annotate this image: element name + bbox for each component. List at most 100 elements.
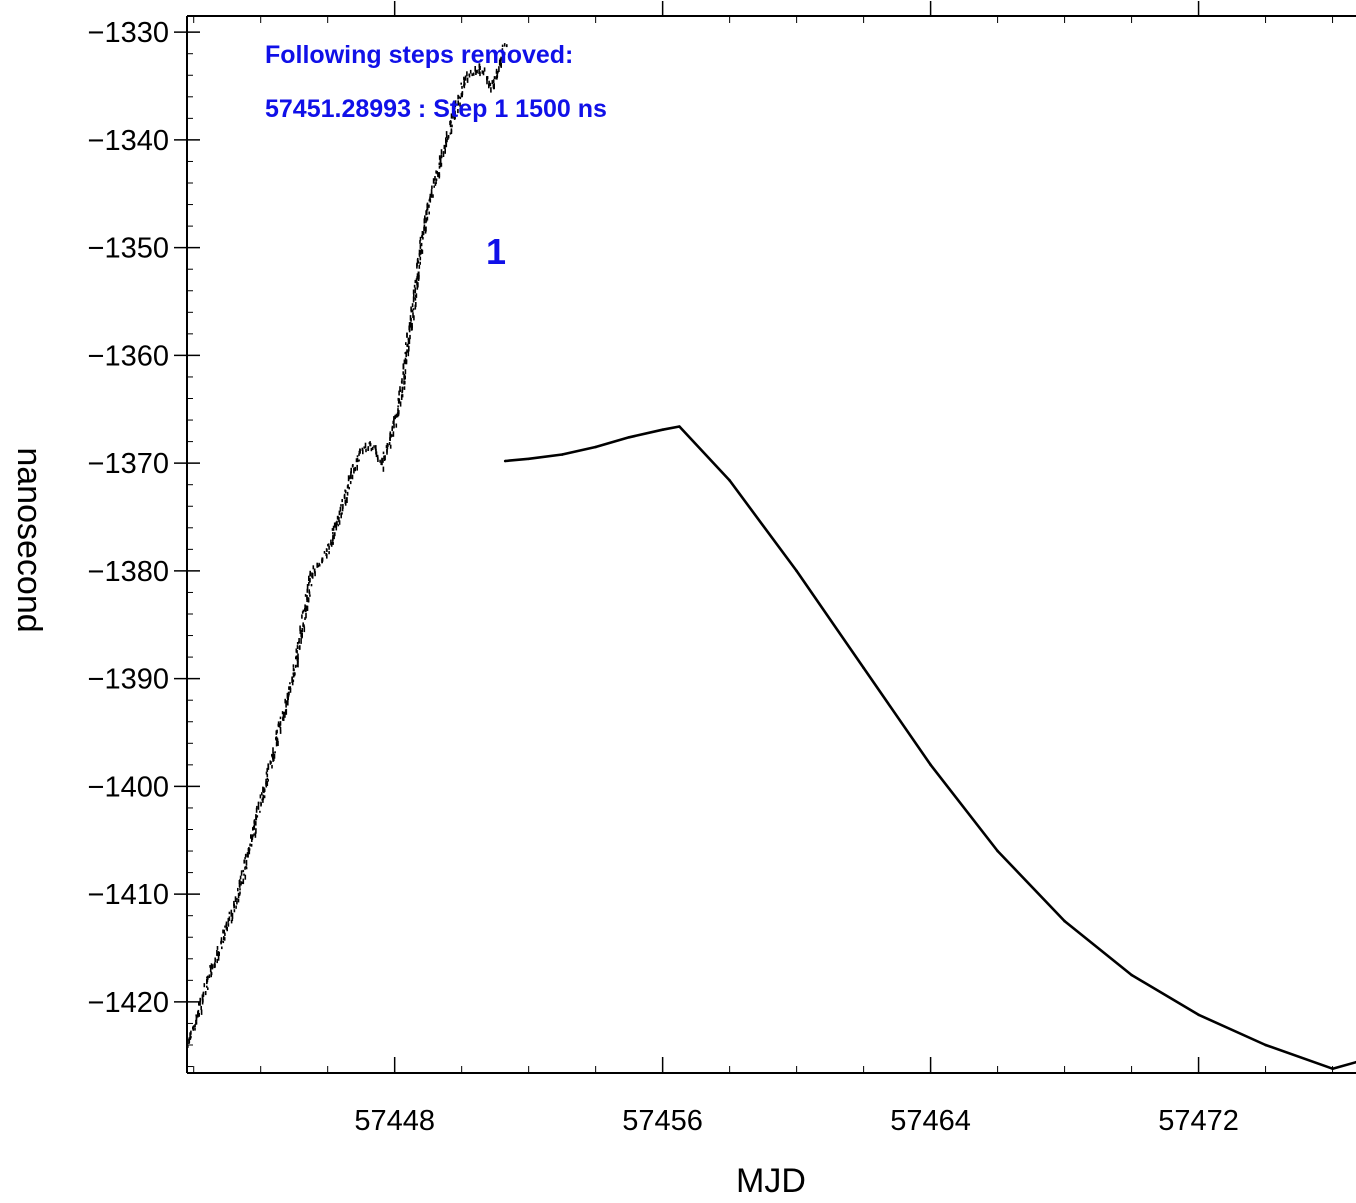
data-point [318,562,320,566]
data-point [306,584,309,590]
data-point [440,149,443,154]
data-point [446,139,448,143]
data-point [387,443,389,447]
data-point [239,875,242,880]
data-point [207,976,209,980]
data-point [454,106,456,110]
data-point [306,595,308,600]
data-point [418,271,420,278]
data-point [389,437,391,441]
data-point [393,424,395,429]
data-point [253,820,256,826]
data-point [466,77,469,83]
data-point [227,917,230,923]
data-point [285,700,288,703]
data-point [272,752,275,757]
x-tick-label: 57448 [354,1105,435,1137]
data-point [392,431,395,437]
data-point [418,264,421,269]
data-point [454,100,457,105]
data-point [199,1001,201,1006]
data-point [259,810,261,813]
data-point [341,512,343,515]
data-point [393,416,395,421]
data-point [339,506,342,512]
data-point [271,764,273,769]
data-point [294,664,297,668]
data-point [216,950,218,956]
data-point [415,294,417,297]
data-point [338,520,341,525]
data-point [277,721,280,728]
data-point [491,80,494,85]
data-point [397,405,399,408]
data-point [350,467,352,474]
data-point [343,493,346,500]
data-point [457,100,459,106]
data-point [279,729,282,734]
data-point [445,134,448,138]
data-point [489,82,492,87]
data-point [375,451,378,457]
data-point [395,423,398,428]
data-point [388,442,391,446]
data-point [469,69,472,74]
data-point [222,941,225,944]
data-point [424,215,426,219]
data-point [420,248,423,253]
data-point [223,937,226,941]
data-point [498,66,500,72]
data-point [209,966,212,973]
data-point [228,916,231,921]
data-point [292,664,295,668]
data-point [335,521,338,528]
data-point [239,879,241,882]
data-point [500,56,502,61]
data-point [408,345,410,352]
data-point [479,66,481,71]
data-point [281,711,284,715]
data-point [415,278,418,284]
data-point [188,1037,191,1044]
data-point [419,244,422,249]
data-point [422,231,425,236]
data-point [308,582,310,586]
data-point [382,466,385,472]
data-point [225,924,228,930]
data-point [299,625,301,631]
data-point [411,303,414,308]
data-point [275,736,278,741]
data-point [499,58,501,62]
data-point [242,869,245,873]
data-point [271,753,274,758]
data-point [328,545,330,550]
data-point [224,932,226,936]
data-point [250,835,252,839]
data-point [502,53,505,59]
data-point [238,883,241,888]
data-point [407,343,409,348]
data-point [296,642,299,645]
data-point [399,386,401,392]
data-point [407,351,410,357]
data-point [627,436,631,439]
data-point [503,459,507,463]
data-point [445,131,448,135]
data-point [303,626,306,633]
data-point [266,777,269,780]
data-point [499,60,502,63]
data-point [217,955,220,961]
data-point [284,713,286,718]
data-point [341,499,343,503]
data-point [299,645,301,650]
data-point [288,691,290,696]
data-point [449,121,452,128]
data-point [257,801,260,804]
data-point [376,454,379,458]
data-point [422,237,424,240]
data-point [356,464,358,471]
data-point [222,929,224,934]
data-point [410,306,412,312]
data-point [243,873,245,876]
